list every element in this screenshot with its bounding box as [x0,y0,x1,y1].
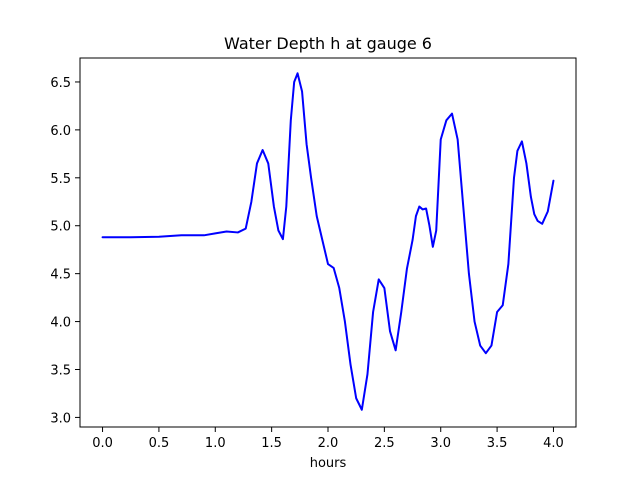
x-tick-label: 0.0 [92,436,113,451]
y-tick-label: 5.0 [50,220,71,235]
y-tick-label: 6.5 [50,76,71,91]
y-tick-label: 4.5 [50,268,71,283]
chart-title: Water Depth h at gauge 6 [224,34,432,53]
y-axis-ticks: 3.0 3.5 4.0 4.5 5.0 5.5 6.0 6.5 [50,76,80,426]
x-tick-label: 3.0 [430,436,451,451]
y-tick-label: 6.0 [50,124,71,139]
x-tick-label: 3.5 [487,436,508,451]
x-tick-label: 4.0 [543,436,564,451]
y-tick-label: 3.0 [50,411,71,426]
x-tick-label: 0.5 [149,436,170,451]
x-tick-label: 1.0 [205,436,226,451]
y-tick-label: 5.5 [50,172,71,187]
y-tick-label: 4.0 [50,316,71,331]
series-line-0 [101,72,555,411]
x-axis-label: hours [310,456,347,471]
x-tick-label: 2.0 [318,436,339,451]
x-axis-ticks: 0.0 0.5 1.0 1.5 2.0 2.5 3.0 3.5 4.0 [92,427,564,451]
x-tick-label: 2.5 [374,436,395,451]
y-tick-label: 3.5 [50,363,71,378]
x-tick-label: 1.5 [261,436,282,451]
